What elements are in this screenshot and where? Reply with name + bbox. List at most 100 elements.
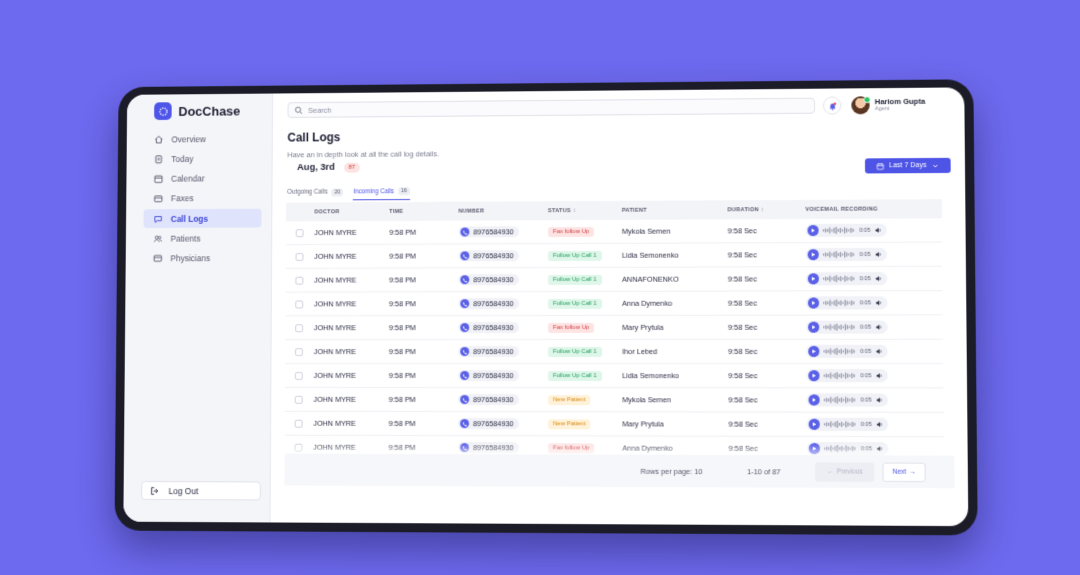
- sidebar-item-calendar[interactable]: Calendar: [144, 169, 262, 188]
- table-row[interactable]: JOHN MYRE 9:58 PM 8976584930 New Patient Mar…: [285, 412, 944, 437]
- sidebar-item-patients[interactable]: Patients: [143, 229, 261, 248]
- brand-name: DocChase: [178, 103, 240, 118]
- voicemail-time: 0:05: [860, 348, 871, 354]
- patient-cell: Mykola Semen: [622, 226, 728, 235]
- row-checkbox[interactable]: [295, 300, 303, 308]
- previous-label: Previous: [837, 468, 863, 475]
- waveform-icon: [823, 324, 856, 331]
- phone-number-pill[interactable]: 8976584930: [458, 394, 518, 405]
- tab-incoming-calls[interactable]: Incoming Calls 16: [353, 187, 410, 200]
- tab-outgoing-calls[interactable]: Outgoing Calls 20: [287, 188, 343, 201]
- phone-icon: [460, 419, 469, 428]
- duration-cell: 9:58 Sec: [728, 298, 806, 307]
- tablet-frame: DocChase Overview Today Calendar Faxes Call …: [114, 79, 977, 535]
- call-log-table: DOCTOR TIME NUMBER STATUS PATIENT DURATI…: [285, 199, 944, 463]
- patient-cell: Mykola Semen: [622, 395, 728, 404]
- speaker-icon[interactable]: [875, 372, 882, 379]
- sidebar-item-physicians[interactable]: Physicians: [143, 249, 261, 268]
- phone-number-pill[interactable]: 8976584930: [458, 346, 518, 357]
- patient-cell: Ihor Lebed: [622, 347, 728, 356]
- table-row[interactable]: JOHN MYRE 9:58 PM 8976584930 New Patient Myk…: [285, 388, 944, 413]
- phone-icon: [460, 251, 469, 260]
- phone-number: 8976584930: [473, 227, 513, 236]
- rows-per-page[interactable]: Rows per page: 10: [641, 466, 703, 475]
- row-select-cell: [285, 300, 311, 308]
- sidebar-item-call-logs[interactable]: Call Logs: [143, 209, 261, 228]
- sidebar-item-faxes[interactable]: Faxes: [144, 189, 262, 208]
- table-row[interactable]: JOHN MYRE 9:58 PM 8976584930 Fax follow Up M…: [286, 218, 942, 245]
- speaker-icon[interactable]: [874, 227, 881, 234]
- row-checkbox[interactable]: [295, 276, 303, 284]
- number-cell: 8976584930: [458, 370, 548, 381]
- status-cell: Follow Up Call 1: [548, 274, 622, 285]
- speaker-icon[interactable]: [875, 299, 882, 306]
- search-input[interactable]: Search: [288, 98, 815, 118]
- table-row[interactable]: JOHN MYRE 9:58 PM 8976584930 Follow Up Call…: [286, 243, 943, 269]
- waveform-icon: [824, 396, 857, 403]
- users-icon: [153, 234, 163, 244]
- row-checkbox[interactable]: [296, 229, 304, 237]
- speaker-icon[interactable]: [874, 251, 881, 258]
- voicemail-cell: 0:05: [805, 223, 942, 237]
- phone-number-pill[interactable]: 8976584930: [458, 250, 518, 261]
- header-duration[interactable]: DURATION: [727, 206, 805, 212]
- page-title: Call Logs: [287, 130, 340, 144]
- previous-button[interactable]: ← Previous: [815, 462, 874, 482]
- table-row[interactable]: JOHN MYRE 9:58 PM 8976584930 Follow Up Call…: [285, 364, 943, 388]
- speaker-icon[interactable]: [876, 421, 883, 428]
- table-row[interactable]: JOHN MYRE 9:58 PM 8976584930 Follow Up Call…: [285, 291, 942, 316]
- sidebar-item-overview[interactable]: Overview: [144, 129, 262, 149]
- row-checkbox[interactable]: [295, 419, 303, 427]
- speaker-icon[interactable]: [875, 348, 882, 355]
- sidebar-nav: Overview Today Calendar Faxes Call Logs Patie…: [126, 129, 272, 268]
- logout-button[interactable]: Log Out: [141, 481, 261, 500]
- voicemail-cell: 0:05: [806, 345, 943, 358]
- waveform-icon: [823, 299, 856, 306]
- play-icon[interactable]: [809, 419, 820, 430]
- phone-number-pill[interactable]: 8976584930: [458, 418, 518, 429]
- row-checkbox[interactable]: [295, 324, 303, 332]
- sidebar-item-today[interactable]: Today: [144, 149, 262, 168]
- next-button[interactable]: Next →: [883, 462, 926, 482]
- notifications-button[interactable]: [823, 96, 841, 114]
- phone-number-pill[interactable]: 8976584930: [458, 274, 518, 285]
- header-voicemail: VOICEMAIL RECORDING: [805, 206, 942, 213]
- speaker-icon[interactable]: [876, 396, 883, 403]
- row-checkbox[interactable]: [295, 348, 303, 356]
- phone-number-pill[interactable]: 8976584930: [458, 298, 518, 309]
- doctor-cell: JOHN MYRE: [311, 252, 389, 261]
- doctor-cell: JOHN MYRE: [310, 419, 388, 428]
- sidebar-item-label: Call Logs: [171, 214, 208, 224]
- speaker-icon[interactable]: [875, 275, 882, 282]
- play-icon[interactable]: [808, 346, 819, 357]
- row-select-cell: [286, 276, 312, 284]
- phone-number-pill[interactable]: 8976584930: [458, 226, 518, 237]
- duration-cell: 9:58 Sec: [728, 347, 806, 356]
- avatar: [851, 96, 869, 114]
- date-range-dropdown[interactable]: Last 7 Days: [865, 158, 951, 174]
- tab-count-badge: 20: [332, 188, 344, 196]
- play-icon[interactable]: [807, 225, 818, 236]
- phone-number-pill[interactable]: 8976584930: [458, 370, 518, 381]
- table-row[interactable]: JOHN MYRE 9:58 PM 8976584930 Follow Up Call…: [285, 340, 943, 364]
- phone-number-pill[interactable]: 8976584930: [458, 322, 518, 333]
- play-icon[interactable]: [808, 249, 819, 260]
- play-icon[interactable]: [808, 370, 819, 381]
- play-icon[interactable]: [808, 394, 819, 405]
- row-checkbox[interactable]: [295, 371, 303, 379]
- play-icon[interactable]: [808, 273, 819, 284]
- play-icon[interactable]: [808, 322, 819, 333]
- play-icon[interactable]: [808, 297, 819, 308]
- row-select-cell: [285, 324, 311, 332]
- brand[interactable]: DocChase: [127, 94, 272, 130]
- user-profile[interactable]: Hariom Gupta Agent: [851, 96, 925, 115]
- status-cell: Fax follow Up: [548, 322, 622, 333]
- row-checkbox[interactable]: [296, 252, 304, 260]
- header-status[interactable]: STATUS: [548, 207, 622, 213]
- row-checkbox[interactable]: [295, 395, 303, 403]
- speaker-icon[interactable]: [875, 324, 882, 331]
- phone-number: 8976584930: [473, 347, 513, 356]
- voicemail-player: 0:05: [806, 321, 887, 334]
- table-row[interactable]: JOHN MYRE 9:58 PM 8976584930 Follow Up Call…: [286, 267, 943, 293]
- table-row[interactable]: JOHN MYRE 9:58 PM 8976584930 Fax follow Up M…: [285, 315, 943, 340]
